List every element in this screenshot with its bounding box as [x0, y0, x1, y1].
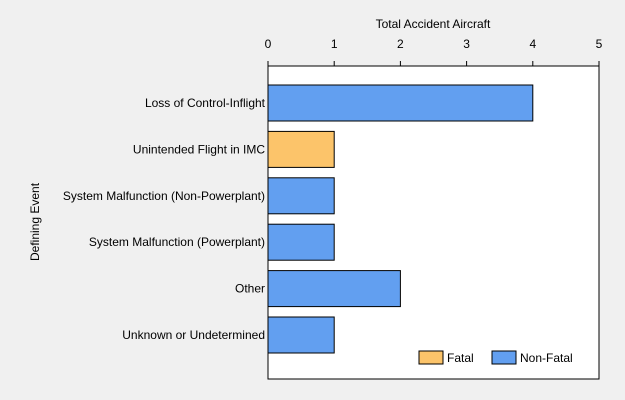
category-label: System Malfunction (Powerplant)	[89, 235, 265, 249]
legend-swatch-fatal	[418, 350, 444, 365]
bar-non-fatal-0	[267, 84, 534, 122]
category-label: Unknown or Undetermined	[122, 328, 265, 342]
x-tick-label: 0	[265, 37, 272, 51]
category-label: Unintended Flight in IMC	[133, 142, 265, 156]
x-tick-label: 2	[397, 37, 404, 51]
x-axis-ticks: 0 1 2 3 4 5	[265, 37, 603, 66]
y-axis-title: Defining Event	[28, 182, 42, 261]
bar-non-fatal-2	[267, 177, 335, 215]
legend-swatch-non-fatal	[491, 350, 517, 365]
x-tick-label: 5	[596, 37, 603, 51]
legend-label-non-fatal: Non-Fatal	[520, 351, 573, 365]
legend: Fatal Non-Fatal	[418, 350, 573, 365]
bar-non-fatal-3	[267, 223, 335, 261]
bars	[267, 84, 534, 354]
x-tick-label: 4	[529, 37, 536, 51]
x-tick-label: 1	[331, 37, 338, 51]
legend-label-fatal: Fatal	[447, 351, 474, 365]
category-label: Other	[235, 282, 265, 296]
bar-non-fatal-5	[267, 316, 335, 354]
category-label: System Malfunction (Non-Powerplant)	[63, 189, 265, 203]
x-axis-title: Total Accident Aircraft	[376, 17, 491, 31]
bar-non-fatal-4	[267, 270, 401, 308]
category-label: Loss of Control-Inflight	[145, 96, 266, 110]
x-tick-label: 3	[463, 37, 470, 51]
bar-fatal-1	[267, 130, 335, 168]
category-labels: Loss of Control-Inflight Unintended Fligh…	[63, 96, 266, 342]
